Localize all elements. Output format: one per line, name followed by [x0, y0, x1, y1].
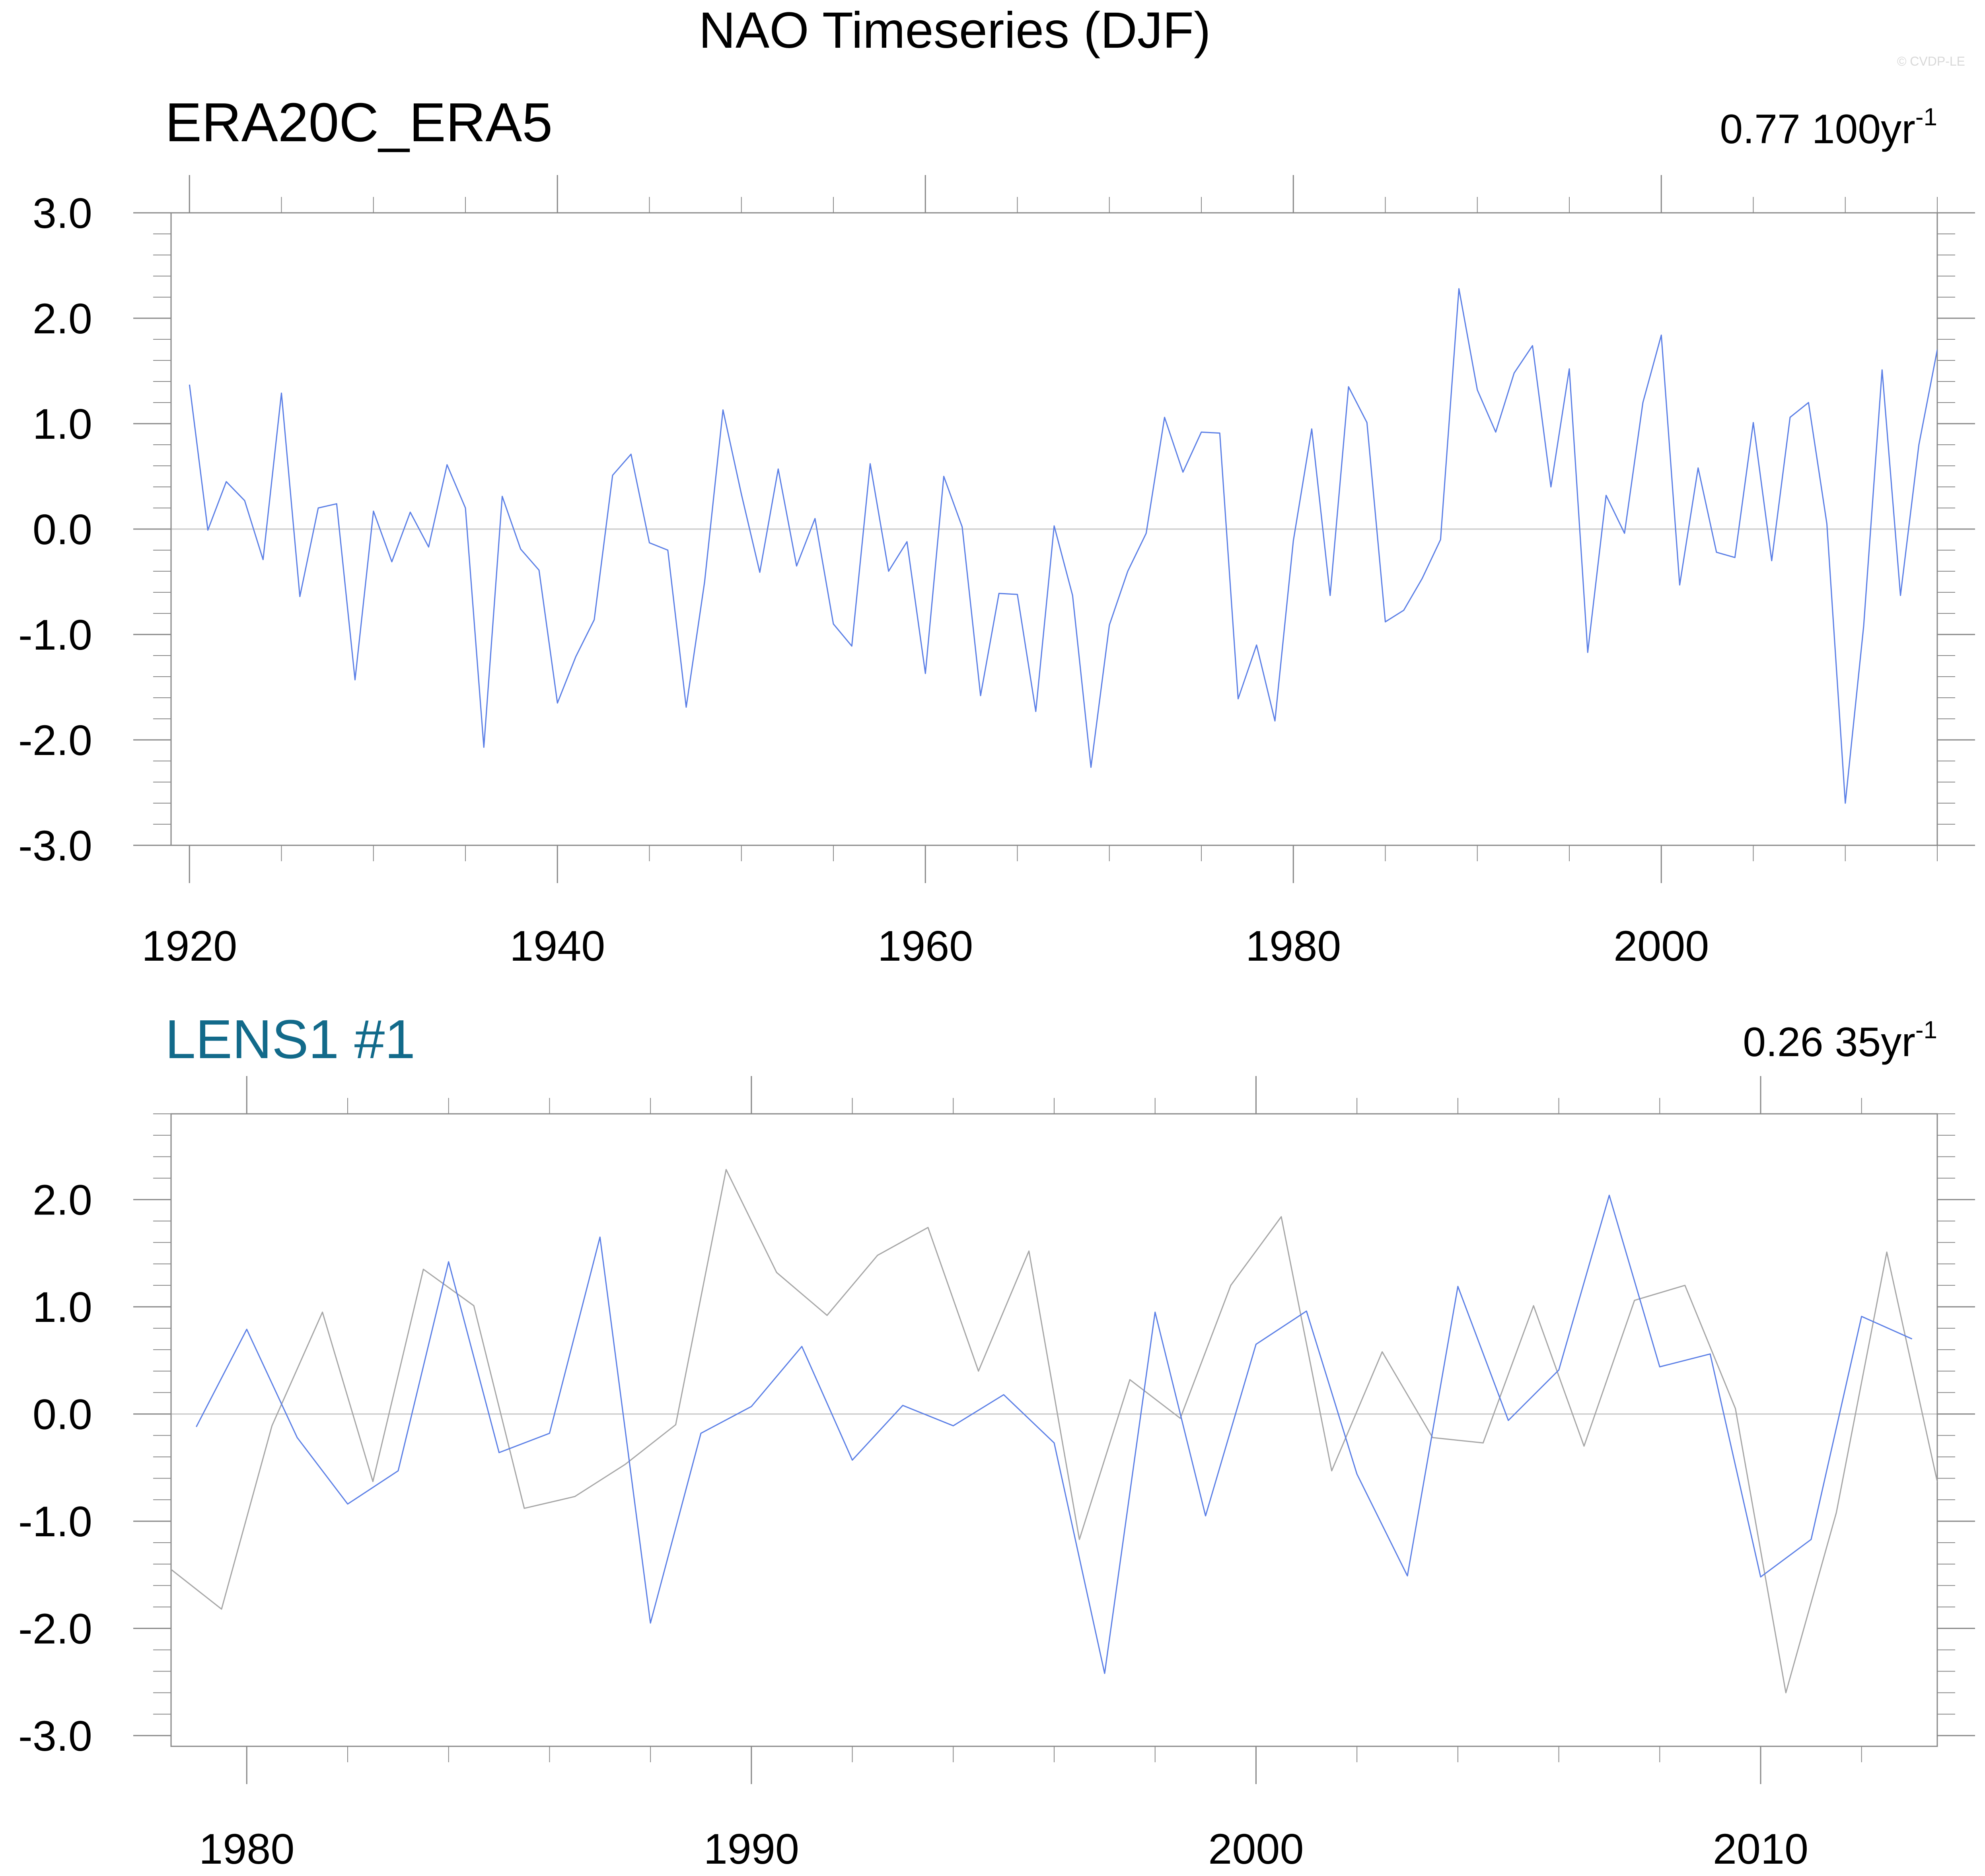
panel-title: LENS1 #1 [165, 1009, 415, 1070]
y-tick-label: 1.0 [33, 400, 92, 448]
y-tick-label: 0.0 [33, 1390, 92, 1438]
watermark: © CVDP-LE [1897, 54, 1965, 68]
y-tick-label: 2.0 [33, 294, 92, 343]
y-tick-label: -2.0 [18, 716, 92, 764]
x-tick-label: 1980 [199, 1825, 294, 1873]
x-tick-label: 2000 [1613, 922, 1709, 970]
x-tick-label: 2000 [1208, 1825, 1304, 1873]
trend-label: 0.26 35yr-1 [1743, 1016, 1937, 1065]
x-tick-label: 1920 [142, 922, 237, 970]
figure-title: NAO Timeseries (DJF) [699, 2, 1210, 59]
x-tick-label: 1980 [1245, 922, 1341, 970]
y-tick-label: -3.0 [18, 1712, 92, 1760]
plot-frame [170, 1113, 1938, 1747]
panel-title: ERA20C_ERA5 [165, 92, 553, 153]
series-line-2 [196, 1195, 1913, 1674]
panel-era20c-era5: ERA20C_ERA5 0.77 100yr-1 -3.0 -2.0 -1.0 0.0 1.… [18, 92, 1975, 970]
y-tick-label: -1.0 [18, 1497, 92, 1545]
x-tick-label: 1960 [878, 922, 973, 970]
y-tick-label: -2.0 [18, 1605, 92, 1653]
y-tick-label: -1.0 [18, 611, 92, 659]
y-tick-label: 2.0 [33, 1176, 92, 1224]
x-tick-label: 2010 [1713, 1825, 1808, 1873]
y-tick-label: 3.0 [33, 189, 92, 237]
series-line-1 [171, 1169, 1937, 1693]
y-tick-label: 0.0 [33, 505, 92, 553]
trend-label: 0.77 100yr-1 [1720, 103, 1937, 152]
y-tick-label: -3.0 [18, 821, 92, 870]
x-tick-label: 1940 [510, 922, 605, 970]
series-line-1 [189, 288, 1937, 804]
y-tick-label: 1.0 [33, 1283, 92, 1331]
x-tick-label: 1990 [704, 1825, 799, 1873]
panel-lens1-1: LENS1 #1 0.26 35yr-1 -3.0 -2.0 -1.0 0.0 1.0 2.0… [18, 1009, 1975, 1873]
